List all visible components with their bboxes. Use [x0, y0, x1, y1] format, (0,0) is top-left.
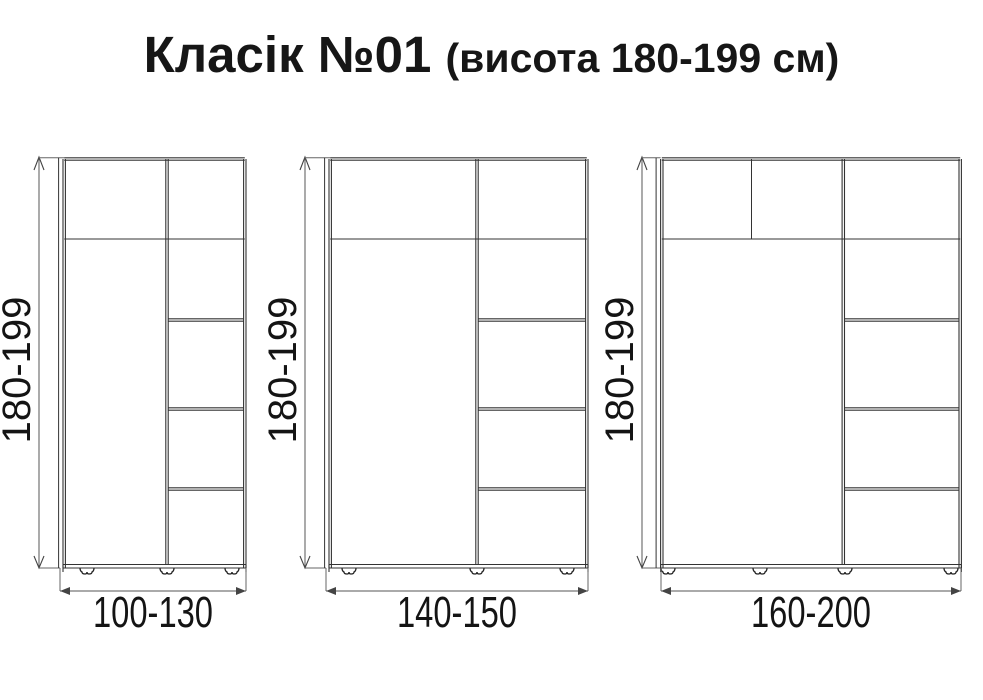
svg-text:180-199: 180-199 [598, 297, 642, 444]
svg-text:140-150: 140-150 [397, 588, 517, 637]
svg-text:100-130: 100-130 [93, 588, 213, 637]
svg-text:180-199: 180-199 [0, 297, 39, 444]
svg-text:160-200: 160-200 [751, 588, 871, 637]
svg-text:180-199: 180-199 [261, 297, 305, 444]
